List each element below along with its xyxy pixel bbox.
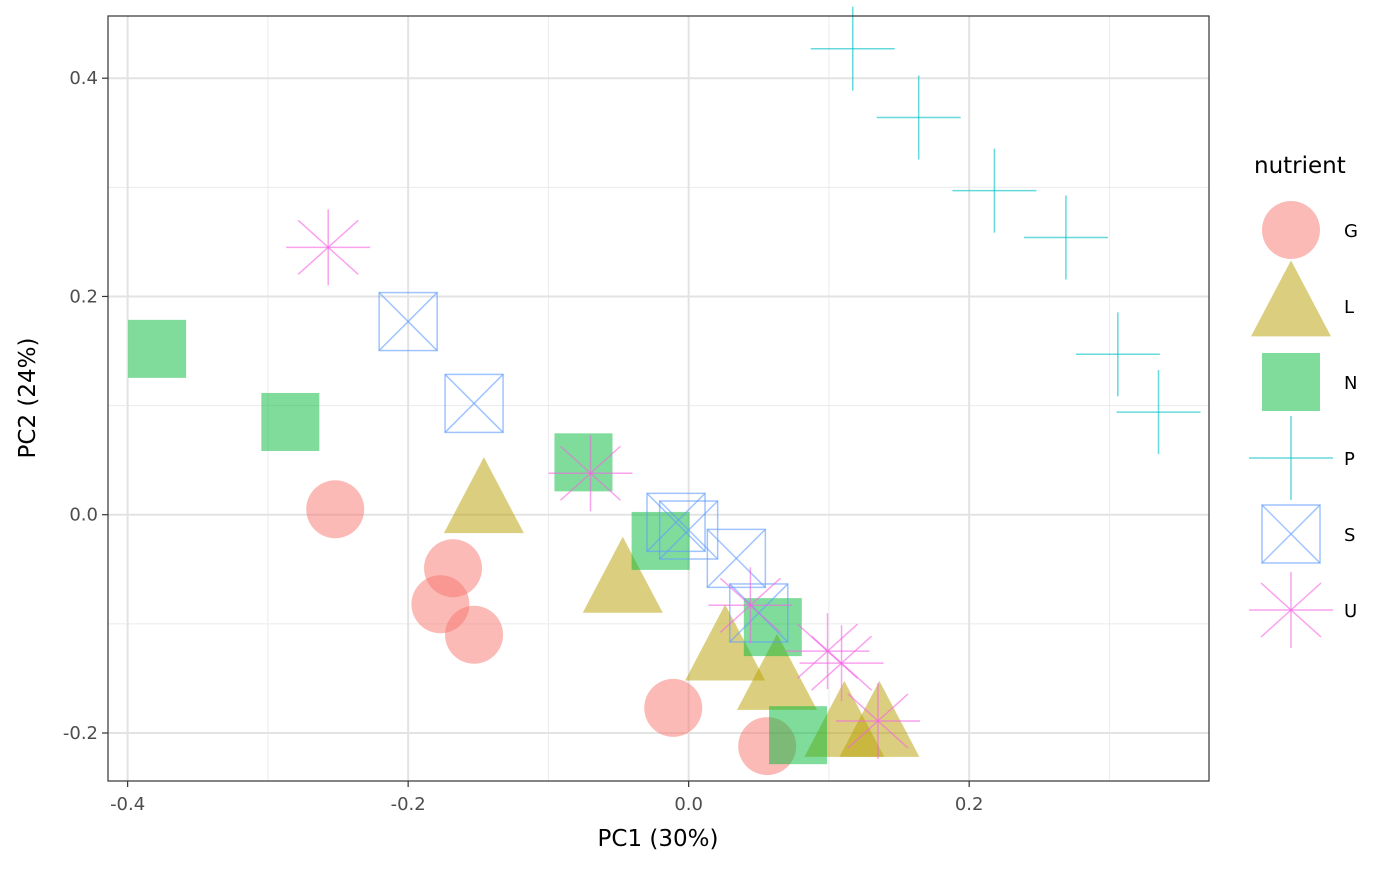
point-N	[631, 511, 690, 570]
box-marker	[1261, 504, 1321, 564]
y-tick-label: 0.2	[69, 286, 98, 307]
point-S	[706, 528, 767, 589]
triangle-marker	[685, 604, 766, 681]
point-U	[286, 209, 371, 286]
point-P	[1116, 370, 1201, 455]
point-N	[128, 319, 187, 378]
legend-label-S: S	[1344, 525, 1355, 546]
square-marker	[128, 319, 187, 378]
point-G	[644, 678, 703, 737]
box-marker	[378, 291, 438, 352]
grid	[108, 16, 1209, 781]
box-marker	[729, 583, 789, 643]
box-marker	[444, 373, 504, 434]
square-marker	[631, 511, 690, 570]
square-marker	[554, 433, 613, 492]
legend: G L N P S U	[1249, 201, 1358, 648]
box-diag	[659, 500, 719, 560]
x-axis-label: PC1 (30%)	[598, 826, 719, 852]
panel-border	[107, 15, 1210, 782]
legend-label-N: N	[1344, 373, 1357, 394]
box-diag	[646, 492, 706, 552]
box-marker	[646, 492, 706, 553]
box-diag	[378, 292, 438, 352]
y-tick-label: -0.2	[63, 723, 98, 744]
x-tick-label: 0.0	[674, 794, 703, 815]
y-axis-label: PC2 (24%)	[15, 338, 41, 459]
asterisk-stroke	[297, 219, 359, 275]
legend-key-S	[1261, 504, 1321, 564]
legend-key-L	[1251, 260, 1331, 337]
asterisk-stroke	[559, 445, 621, 501]
point-L	[582, 536, 663, 613]
legend-key-P	[1249, 416, 1333, 500]
legend-title: nutrient	[1254, 153, 1346, 179]
square-marker	[261, 392, 320, 451]
point-G	[306, 480, 365, 539]
legend-key-U	[1249, 572, 1333, 648]
point-P	[876, 75, 961, 160]
circle-marker	[445, 605, 504, 664]
triangle-marker	[443, 457, 524, 534]
asterisk-stroke	[719, 577, 781, 633]
point-U	[548, 435, 633, 512]
y-tick-label: 0.0	[69, 505, 98, 526]
x-tick-label: -0.2	[391, 794, 426, 815]
box-diag	[1261, 504, 1321, 564]
circle-marker	[1262, 201, 1320, 259]
legend-label-G: G	[1344, 221, 1358, 242]
y-tick-label: 0.4	[69, 68, 98, 89]
axes: -0.4 -0.2 0.0 0.2 -0.2 0.0 0.2 0.4	[63, 68, 984, 815]
box-diag	[444, 373, 504, 433]
point-N	[261, 392, 320, 451]
circle-marker	[644, 678, 703, 737]
legend-key-N	[1262, 353, 1320, 411]
circle-marker	[306, 480, 365, 539]
point-P	[952, 148, 1037, 233]
point-P	[1075, 312, 1160, 397]
point-L	[443, 457, 524, 534]
asterisk-stroke	[1260, 582, 1322, 638]
point-G	[445, 605, 504, 664]
box-diag	[706, 528, 766, 588]
point-U	[835, 682, 920, 759]
legend-key-G	[1262, 201, 1320, 259]
point-L	[737, 633, 818, 710]
box-marker	[706, 528, 767, 589]
legend-label-L: L	[1344, 297, 1354, 318]
square-marker	[1262, 353, 1320, 411]
legend-label-P: P	[1344, 449, 1355, 470]
triangle-marker	[582, 536, 663, 613]
point-U	[708, 567, 793, 644]
triangle-marker	[1251, 260, 1331, 337]
point-N	[554, 433, 613, 492]
point-P	[810, 6, 895, 91]
point-P	[1023, 195, 1108, 280]
point-S	[646, 492, 706, 553]
asterisk-stroke	[847, 693, 909, 749]
point-U	[799, 625, 884, 702]
legend-label-U: U	[1344, 601, 1357, 622]
point-N	[769, 706, 828, 765]
square-marker	[769, 706, 828, 765]
x-tick-label: -0.4	[110, 794, 145, 815]
point-S	[444, 373, 504, 434]
x-tick-label: 0.2	[955, 794, 984, 815]
point-S	[378, 291, 438, 352]
asterisk-stroke	[811, 635, 873, 691]
point-L	[685, 604, 766, 681]
data-points	[128, 6, 1201, 776]
triangle-marker	[737, 633, 818, 710]
